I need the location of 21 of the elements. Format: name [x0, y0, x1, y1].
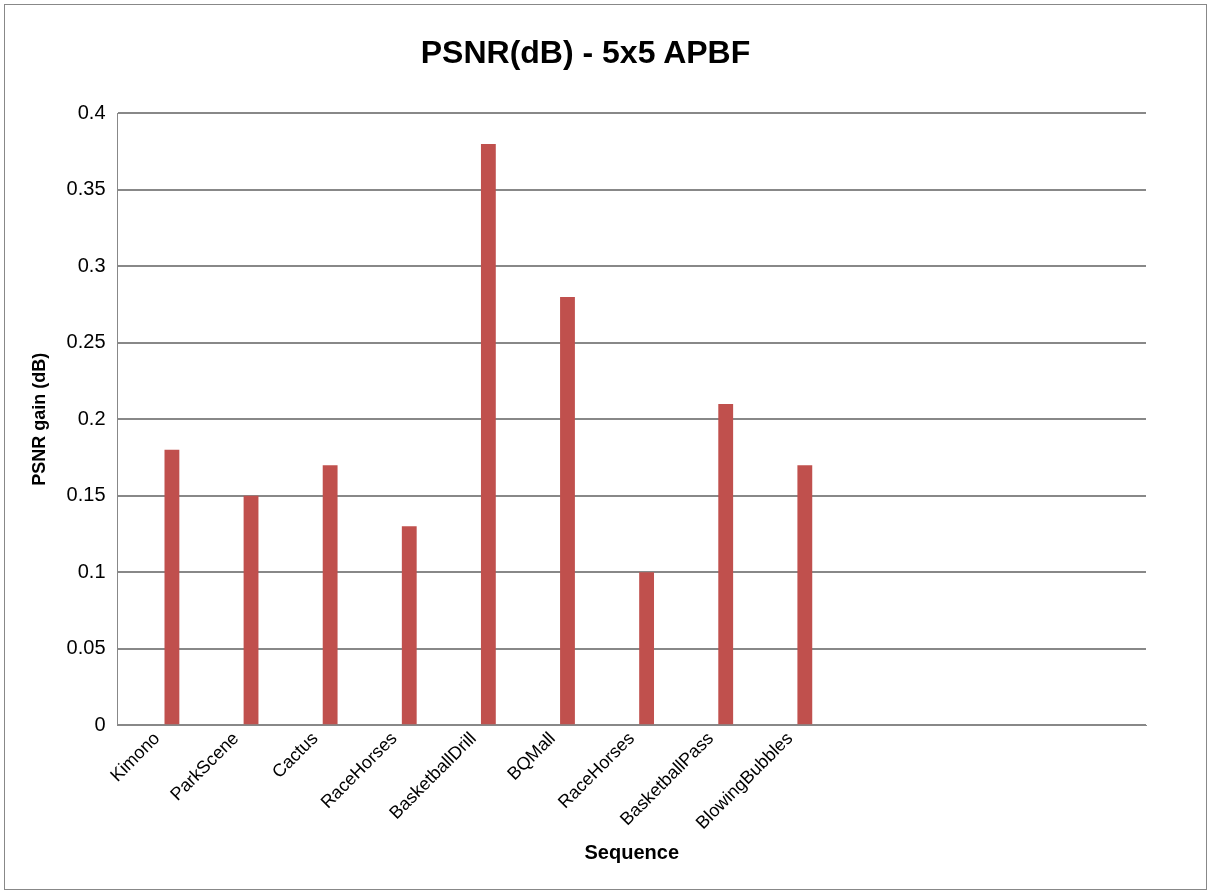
y-tick-label: 0.3 — [77, 253, 106, 276]
y-tick-label: 0.25 — [66, 330, 106, 353]
y-tick-label: 0.15 — [66, 483, 106, 506]
bar — [718, 403, 734, 725]
y-tick-label: 0.05 — [66, 636, 106, 659]
bar — [480, 143, 496, 725]
y-axis-title: PSNR gain (dB) — [28, 352, 49, 486]
bar — [401, 526, 417, 725]
bar — [322, 465, 338, 725]
x-axis-title: Sequence — [584, 840, 680, 863]
bar — [639, 572, 655, 725]
bar — [243, 495, 259, 725]
bar — [164, 449, 180, 725]
y-tick-label: 0.1 — [77, 559, 106, 582]
y-tick-label: 0 — [94, 712, 106, 735]
bar — [797, 465, 813, 725]
y-tick-label: 0.35 — [66, 177, 106, 200]
bar — [560, 296, 575, 725]
y-tick-label: 0.2 — [77, 406, 106, 429]
y-tick-label: 0.4 — [77, 100, 106, 123]
chart-title: PSNR(dB) - 5x5 APBF — [420, 34, 751, 71]
